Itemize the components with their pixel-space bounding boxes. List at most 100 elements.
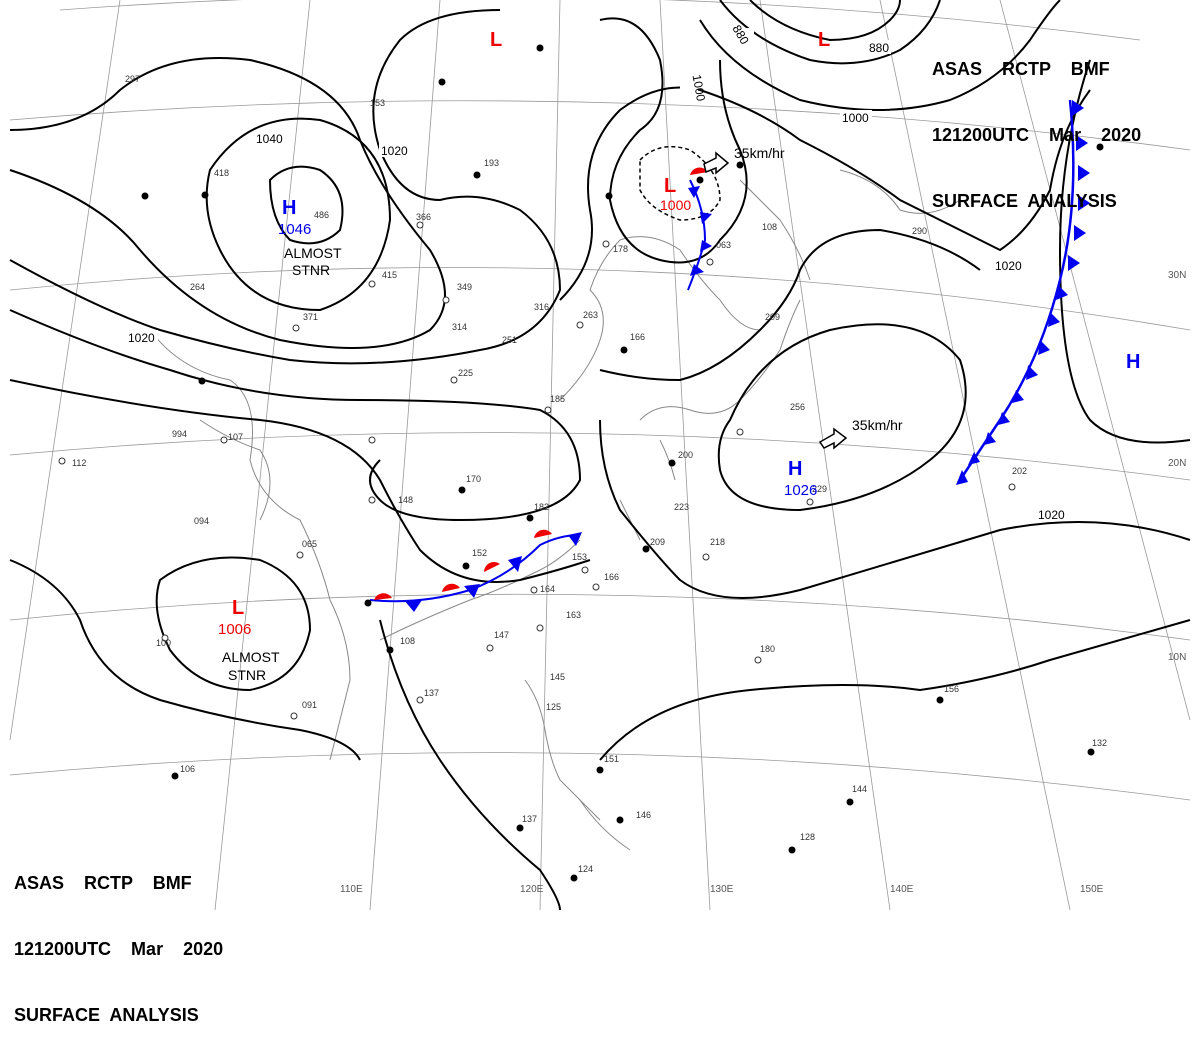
station-value: 202 bbox=[1012, 466, 1027, 476]
stationary-front-south bbox=[369, 529, 582, 612]
station-value: 349 bbox=[457, 282, 472, 292]
header-line-2: 121200UTC Mar 2020 bbox=[14, 939, 224, 959]
station-value: 132 bbox=[1092, 738, 1107, 748]
station-value: 264 bbox=[190, 282, 205, 292]
station-value: 366 bbox=[416, 212, 431, 222]
station-value: 182 bbox=[534, 502, 549, 512]
low-south: L 1006 ALMOST STNR bbox=[218, 597, 280, 683]
station-value: 263 bbox=[583, 310, 598, 320]
station-value: 164 bbox=[540, 584, 555, 594]
header-line-2: 121200UTC Mar 2020 bbox=[932, 125, 1142, 145]
station-value: 065 bbox=[302, 539, 317, 549]
station-value: 152 bbox=[472, 548, 487, 558]
lon-label: 110E bbox=[340, 884, 363, 895]
station-value: 229 bbox=[812, 484, 827, 494]
station-value: 251 bbox=[502, 335, 517, 345]
low-note: ALMOST bbox=[222, 649, 280, 665]
station-value: 297 bbox=[125, 74, 140, 84]
station-value: 170 bbox=[466, 474, 481, 484]
station-value: 209 bbox=[765, 312, 780, 322]
isobar-label: 1000 bbox=[690, 74, 708, 103]
station-value: 163 bbox=[566, 610, 581, 620]
header-line-1: ASAS RCTP BMF bbox=[14, 873, 192, 893]
low-letter: L bbox=[664, 175, 676, 197]
station-value: 218 bbox=[710, 537, 725, 547]
low-note: STNR bbox=[228, 667, 266, 683]
high-letter: H bbox=[788, 458, 802, 480]
station-value: 153 bbox=[370, 98, 385, 108]
station-value: 107 bbox=[228, 432, 243, 442]
station-value: 148 bbox=[398, 495, 413, 505]
coastlines bbox=[149, 169, 961, 851]
lon-label: 140E bbox=[890, 884, 914, 895]
station-value: 316 bbox=[534, 302, 549, 312]
header-top-right: ASAS RCTP BMF 121200UTC Mar 2020 SURFACE… bbox=[932, 14, 1141, 234]
station-value: 063 bbox=[716, 240, 731, 250]
cold-front-manchuria bbox=[687, 167, 712, 291]
high-note: STNR bbox=[292, 262, 330, 278]
header-line-3: SURFACE ANALYSIS bbox=[14, 1005, 199, 1025]
station-value: 125 bbox=[546, 702, 561, 712]
station-value: 091 bbox=[302, 700, 317, 710]
station-value: 418 bbox=[214, 168, 229, 178]
grid-labels: 110E 120E 130E 140E 150E 30N 20N 10N bbox=[340, 270, 1186, 895]
graticule bbox=[9, 0, 1191, 911]
station-value: 100 bbox=[156, 638, 171, 648]
isobar-label: 1020 bbox=[128, 331, 155, 345]
header-bottom-left: ASAS RCTP BMF 121200UTC Mar 2020 SURFACE… bbox=[14, 828, 223, 1048]
station-value: 180 bbox=[760, 644, 775, 654]
station-values: 297 153 193 349 415 366 486 418 264 316 … bbox=[72, 74, 1107, 874]
isobar-label: 1020 bbox=[995, 259, 1022, 273]
lon-label: 130E bbox=[710, 884, 734, 895]
station-value: 147 bbox=[494, 630, 509, 640]
station-value: 223 bbox=[674, 502, 689, 512]
weather-map: 1040 1020 1020 1020 1000 1000 880 880 10… bbox=[9, 0, 1191, 911]
lat-label: 20N bbox=[1168, 458, 1186, 469]
low-north-1: L bbox=[490, 29, 502, 51]
high-pressure: 1026 bbox=[784, 482, 817, 499]
low-motion: 35km/hr bbox=[734, 145, 785, 161]
high-note: ALMOST bbox=[284, 245, 342, 261]
station-value: 193 bbox=[484, 158, 499, 168]
cold-front-east bbox=[956, 99, 1090, 485]
station-value: 371 bbox=[303, 312, 318, 322]
station-value: 415 bbox=[382, 270, 397, 280]
station-value: 144 bbox=[852, 784, 867, 794]
isobars bbox=[9, 0, 1191, 911]
station-value: 256 bbox=[790, 402, 805, 412]
low-pressure: 1000 bbox=[660, 197, 691, 213]
station-value: 166 bbox=[604, 572, 619, 582]
motion-arrow-high bbox=[818, 427, 848, 450]
low-letter: L bbox=[818, 29, 830, 51]
station-value: 225 bbox=[458, 368, 473, 378]
station-value: 137 bbox=[522, 814, 537, 824]
low-letter: L bbox=[490, 29, 502, 51]
station-value: 486 bbox=[314, 210, 329, 220]
high-motion: 35km/hr bbox=[852, 417, 903, 433]
header-line-1: ASAS RCTP BMF bbox=[932, 59, 1110, 79]
lon-label: 120E bbox=[520, 884, 544, 895]
header-line-3: SURFACE ANALYSIS bbox=[932, 191, 1117, 211]
station-value: 166 bbox=[630, 332, 645, 342]
high-east: H bbox=[1126, 351, 1140, 373]
station-value: 145 bbox=[550, 672, 565, 682]
high-pacific: H 1026 35km/hr bbox=[784, 417, 903, 499]
station-value: 153 bbox=[572, 552, 587, 562]
station-value: 200 bbox=[678, 450, 693, 460]
low-letter: L bbox=[232, 597, 244, 619]
station-value: 156 bbox=[944, 684, 959, 694]
station-value: 209 bbox=[650, 537, 665, 547]
high-letter: H bbox=[1126, 351, 1140, 373]
high-pressure: 1046 bbox=[278, 221, 311, 238]
isobar-label: 880 bbox=[869, 41, 889, 55]
isobar-label: 1040 bbox=[256, 132, 283, 146]
isobar-labels: 1040 1020 1020 1020 1000 1000 880 880 10… bbox=[126, 22, 1068, 522]
station-value: 994 bbox=[172, 429, 187, 439]
station-value: 178 bbox=[613, 244, 628, 254]
station-value: 185 bbox=[550, 394, 565, 404]
low-north-2: L bbox=[818, 29, 830, 51]
station-value: 106 bbox=[180, 764, 195, 774]
station-value: 108 bbox=[400, 636, 415, 646]
lat-label: 30N bbox=[1168, 270, 1186, 281]
station-value: 137 bbox=[424, 688, 439, 698]
